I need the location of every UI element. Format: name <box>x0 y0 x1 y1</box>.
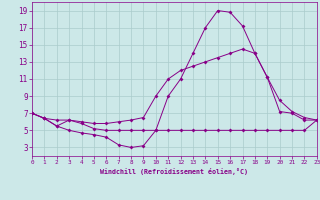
X-axis label: Windchill (Refroidissement éolien,°C): Windchill (Refroidissement éolien,°C) <box>100 168 248 175</box>
